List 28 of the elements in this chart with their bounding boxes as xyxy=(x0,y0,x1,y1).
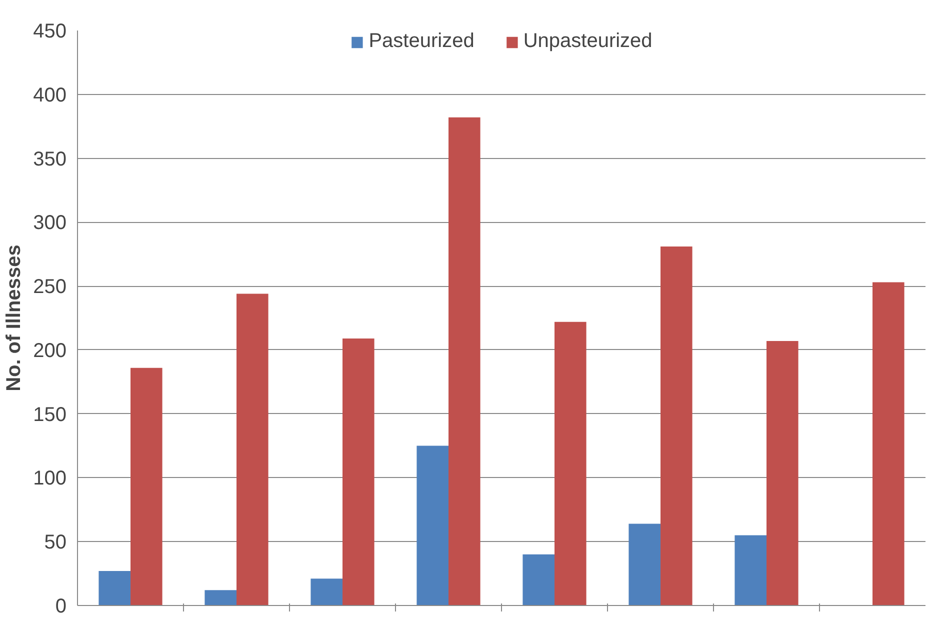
y-tick-label: 400 xyxy=(33,84,67,106)
bar xyxy=(522,554,554,606)
bar xyxy=(628,524,660,606)
y-tick-label: 50 xyxy=(44,532,67,554)
y-tick-label: 100 xyxy=(33,468,67,490)
y-tick-label: 300 xyxy=(33,212,67,234)
y-tick-label: 450 xyxy=(33,20,67,42)
y-axis-title: No. of Illnesses xyxy=(3,244,26,392)
legend-label: Unpasteurized xyxy=(523,30,652,53)
bar xyxy=(236,294,268,606)
bar xyxy=(448,117,480,606)
bar xyxy=(310,578,342,606)
bar xyxy=(204,590,236,606)
bar xyxy=(130,368,162,606)
bar xyxy=(342,338,374,606)
bar xyxy=(416,446,448,606)
y-tick-label: 350 xyxy=(33,148,67,170)
y-tick-label: 0 xyxy=(55,596,66,618)
bar xyxy=(872,282,904,606)
bar xyxy=(734,535,766,606)
y-tick-label: 200 xyxy=(33,340,67,362)
bar xyxy=(766,341,798,606)
y-tick-label: 150 xyxy=(33,404,67,426)
bar xyxy=(554,322,586,606)
bar xyxy=(660,246,692,606)
legend-label: Pasteurized xyxy=(368,30,474,53)
bar xyxy=(98,571,130,606)
y-tick-label: 250 xyxy=(33,276,67,298)
